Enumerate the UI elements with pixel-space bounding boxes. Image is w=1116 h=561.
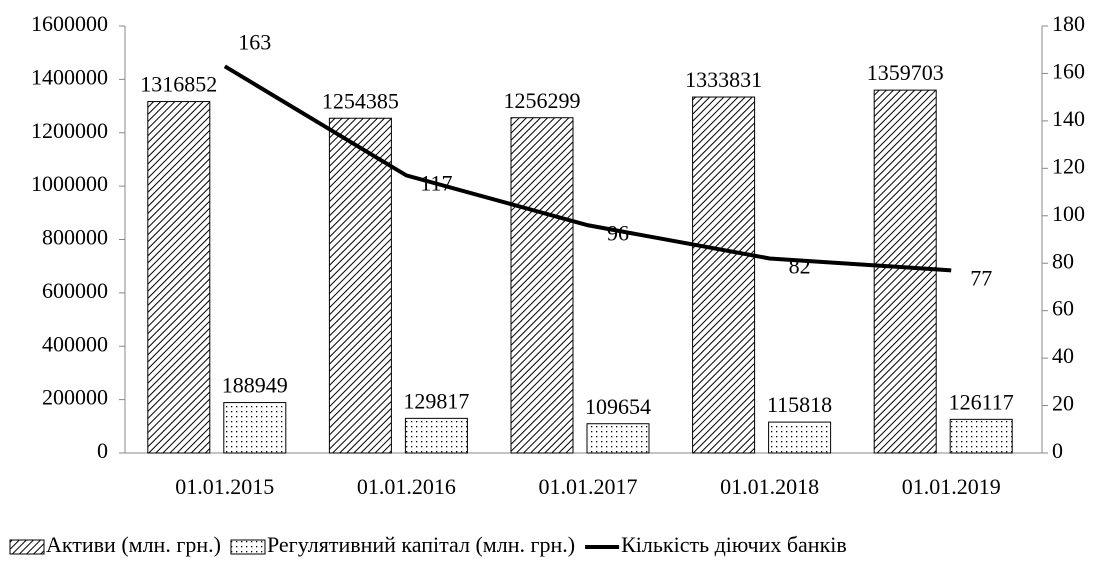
y2-tick-label: 160: [1052, 58, 1085, 83]
bar-value-label: 126117: [949, 389, 1014, 414]
bar: [949, 418, 1013, 454]
y-tick-label: 1600000: [31, 11, 108, 36]
y-tick-label: 0: [97, 438, 108, 463]
line: [223, 64, 952, 273]
y2-tick-label: 100: [1052, 201, 1085, 226]
x-tick-label: 01.01.2018: [720, 474, 819, 499]
line-value-label: 77: [970, 265, 992, 290]
y2-tick-label: 120: [1052, 153, 1085, 178]
legend-label: Кількість діючих банків: [621, 532, 847, 557]
bar-value-label: 115818: [767, 392, 832, 417]
y-tick-label: 400000: [42, 331, 108, 356]
y-tick-label: 200000: [42, 385, 108, 410]
line-value-label: 96: [607, 220, 629, 245]
y2-tick-label: 60: [1052, 296, 1074, 321]
y-tick-label: 1200000: [31, 118, 108, 143]
bar: [510, 117, 574, 454]
bar: [147, 101, 211, 454]
bar: [328, 117, 392, 454]
y-tick-label: 600000: [42, 278, 108, 303]
bar-value-label: 1316852: [140, 72, 217, 97]
y2-tick-label: 40: [1052, 343, 1074, 368]
y-tick-label: 1000000: [31, 171, 108, 196]
bar: [586, 423, 650, 454]
legend-label: Регулятивний капітал (млн. грн.): [267, 532, 575, 557]
x-tick-label: 01.01.2015: [175, 474, 274, 499]
bar-value-label: 1333831: [685, 67, 762, 92]
legend-label: Активи (млн. грн.): [46, 532, 221, 557]
legend-swatch: [9, 539, 45, 555]
line-value-label: 82: [789, 254, 811, 279]
line-value-label: 117: [420, 170, 452, 195]
y2-tick-label: 20: [1052, 391, 1074, 416]
line-value-label: 163: [238, 29, 271, 54]
bar: [873, 89, 937, 454]
bar-value-label: 109654: [585, 394, 651, 419]
y-tick-label: 800000: [42, 225, 108, 250]
bar: [692, 96, 756, 454]
bar-value-label: 1359703: [867, 60, 944, 85]
y2-tick-label: 180: [1052, 11, 1085, 36]
x-tick-label: 01.01.2019: [902, 474, 1001, 499]
y2-tick-label: 0: [1052, 438, 1063, 463]
bar-value-label: 188949: [222, 373, 288, 398]
y2-tick-label: 80: [1052, 248, 1074, 273]
y2-tick-label: 140: [1052, 106, 1085, 131]
x-tick-label: 01.01.2016: [357, 474, 456, 499]
legend-swatch: [230, 539, 266, 555]
bar-value-label: 1256299: [504, 88, 581, 113]
x-tick-label: 01.01.2017: [539, 474, 638, 499]
bar: [223, 402, 287, 454]
bar: [768, 421, 832, 454]
y-tick-label: 1400000: [31, 64, 108, 89]
bar-value-label: 1254385: [322, 88, 399, 113]
bar-value-label: 129817: [403, 388, 469, 413]
bar: [404, 417, 468, 454]
